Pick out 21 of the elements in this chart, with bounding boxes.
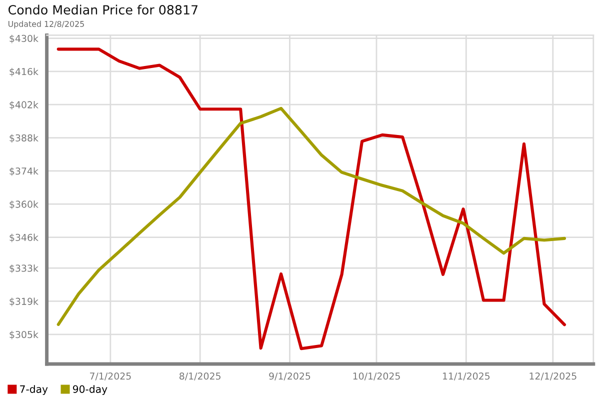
y-tick-label: $360k [10, 200, 38, 210]
legend-label: 7-day [20, 385, 48, 395]
chart-title: Condo Median Price for 08817 [8, 4, 198, 15]
y-tick-label: $388k [10, 134, 38, 143]
x-tick-label: 12/1/2025 [530, 372, 576, 380]
y-tick-label: $319k [10, 298, 38, 306]
x-tick-label: 9/1/2025 [269, 372, 310, 380]
x-tick-label: 11/1/2025 [442, 372, 490, 380]
y-tick-label: $416k [10, 68, 38, 76]
x-tick-label: 7/1/2025 [90, 372, 131, 380]
y-tick-label: $346k [10, 234, 38, 242]
x-tick-label: 10/1/2025 [353, 372, 400, 380]
x-tick-label: 8/1/2025 [180, 372, 220, 380]
line-series [56, 48, 566, 350]
y-tick-label: $333k [10, 264, 38, 274]
legend-label: 90-day [72, 385, 108, 395]
y-tick-label: $402k [10, 101, 38, 110]
y-tick-label: $430k [10, 34, 38, 44]
y-tick-label: $305k [10, 330, 38, 340]
line-series [56, 106, 566, 326]
y-tick-label: $374k [10, 167, 38, 176]
